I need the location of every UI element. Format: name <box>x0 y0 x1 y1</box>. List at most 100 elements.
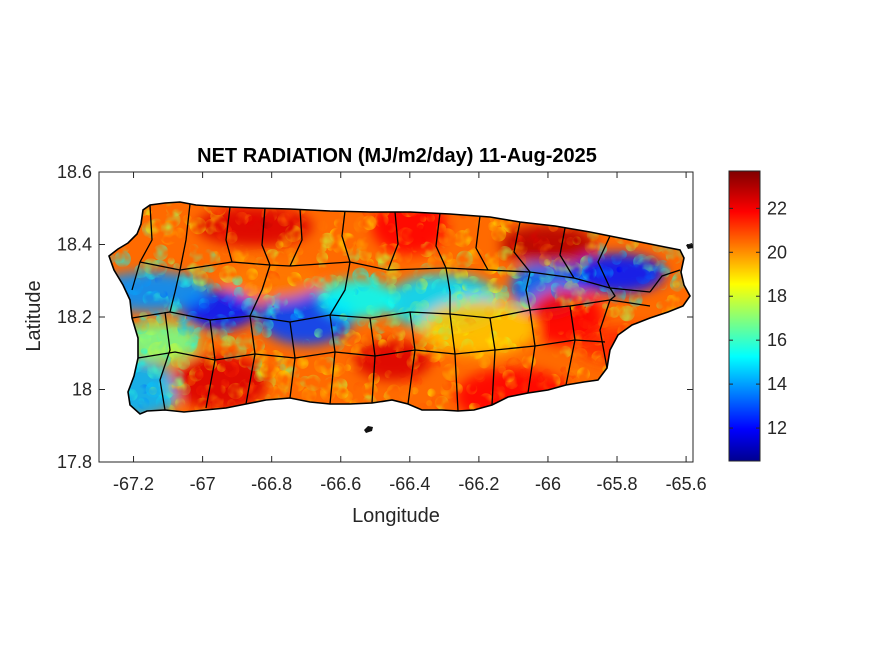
radiation-speck <box>369 305 383 318</box>
x-axis-label: Longitude <box>352 505 440 527</box>
radiation-speck <box>225 231 238 244</box>
radiation-speck <box>416 278 428 290</box>
radiation-speck <box>276 370 291 386</box>
radiation-speck <box>363 277 375 288</box>
radiation-speck <box>584 306 593 314</box>
radiation-speck <box>335 319 351 335</box>
radiation-speck <box>160 222 174 236</box>
radiation-speck <box>456 294 463 300</box>
municipality-boundary <box>131 204 153 291</box>
municipality-boundary <box>407 311 416 405</box>
radiation-speck <box>178 383 191 396</box>
colorbar-tick-label: 20 <box>767 242 787 262</box>
radiation-speck <box>143 258 159 275</box>
radiation-speck <box>259 362 277 380</box>
radiation-speck <box>451 267 469 284</box>
radiation-speck <box>461 338 474 351</box>
radiation-speck <box>114 250 131 268</box>
radiation-speck <box>543 259 551 266</box>
municipality-boundary <box>159 311 171 411</box>
radiation-speck <box>375 249 390 264</box>
municipality-boundary <box>475 215 489 271</box>
radiation-speck <box>439 292 449 303</box>
radiation-speck <box>270 264 277 272</box>
radiation-speck <box>469 346 483 360</box>
radiation-speck <box>353 381 366 394</box>
radiation-speck <box>252 339 265 352</box>
radiation-speck <box>483 305 494 316</box>
x-tick-label: -65.8 <box>597 474 638 494</box>
radiation-speck <box>265 249 280 263</box>
radiation-speck <box>173 263 180 270</box>
radiation-speck <box>499 270 507 278</box>
chart-title: NET RADIATION (MJ/m2/day) 11-Aug-2025 <box>197 145 597 167</box>
radiation-speck <box>441 380 452 391</box>
radiation-speck <box>244 215 261 232</box>
radiation-speck <box>541 309 553 321</box>
municipality-boundaries <box>131 203 681 412</box>
x-axis: -67.2 -67 -66.8 -66.6 -66.4 -66.2 -66 -65.8 -65.… <box>113 172 707 494</box>
radiation-speck <box>518 379 531 392</box>
radiation-speck <box>449 318 456 326</box>
radiation-speck <box>138 398 145 405</box>
radiation-speck <box>435 395 449 410</box>
radiation-speck <box>471 279 481 289</box>
radiation-speck <box>287 272 302 287</box>
radiation-speck <box>448 402 458 412</box>
radiation-speck <box>159 290 168 298</box>
radiation-speck <box>189 248 203 262</box>
radiation-speck <box>140 348 148 355</box>
colorbar-tick-label: 14 <box>767 374 787 394</box>
radiation-speck <box>246 355 263 372</box>
radiation-speck <box>348 251 360 263</box>
radiation-speck <box>534 372 546 383</box>
radiation-speck <box>208 333 221 346</box>
radiation-speck <box>456 250 474 268</box>
radiation-speck <box>339 313 348 322</box>
radiation-speck <box>446 214 458 226</box>
radiation-speck <box>576 367 591 381</box>
radiation-speck <box>535 281 546 292</box>
radiation-speck <box>560 366 567 374</box>
municipality-boundary <box>289 321 296 399</box>
radiation-speck <box>442 322 450 329</box>
radiation-speck <box>464 232 474 242</box>
radiation-speck <box>228 310 236 318</box>
radiation-speck <box>374 333 382 341</box>
radiation-speck <box>319 232 335 249</box>
radiation-speck <box>249 271 256 279</box>
radiation-speck <box>519 332 537 350</box>
radiation-speck <box>329 340 342 353</box>
radiation-speck <box>392 327 406 341</box>
municipality-boundary <box>289 208 303 267</box>
radiation-speck <box>400 377 409 385</box>
radiation-speck <box>322 356 335 369</box>
radiation-speck <box>509 343 517 351</box>
radiation-speck <box>442 363 460 381</box>
radiation-speck <box>192 270 209 287</box>
colorbar-tick-label: 12 <box>767 418 787 438</box>
radiation-speck <box>455 320 464 329</box>
x-tick-label: -65.6 <box>666 474 707 494</box>
radiation-speck <box>537 365 544 372</box>
municipality-boundary <box>369 317 376 404</box>
y-tick-label: 17.8 <box>57 452 92 472</box>
radiation-speck <box>496 337 509 350</box>
radiation-speck <box>261 327 272 338</box>
radiation-speck <box>446 298 461 313</box>
radiation-speck <box>445 284 456 295</box>
radiation-speck <box>584 238 600 255</box>
radiation-speck <box>390 243 397 250</box>
radiation-speck <box>314 328 324 338</box>
radiation-speck <box>228 295 244 312</box>
radiation-speck <box>257 302 274 319</box>
radiation-speck <box>389 350 398 359</box>
radiation-speck <box>305 374 322 392</box>
radiation-speck <box>418 299 430 310</box>
radiation-speck <box>384 370 393 379</box>
radiation-speck <box>410 333 421 344</box>
radiation-speck <box>402 283 413 294</box>
radiation-speck <box>223 352 234 362</box>
radiation-speck <box>468 402 477 411</box>
radiation-speck <box>565 261 583 279</box>
